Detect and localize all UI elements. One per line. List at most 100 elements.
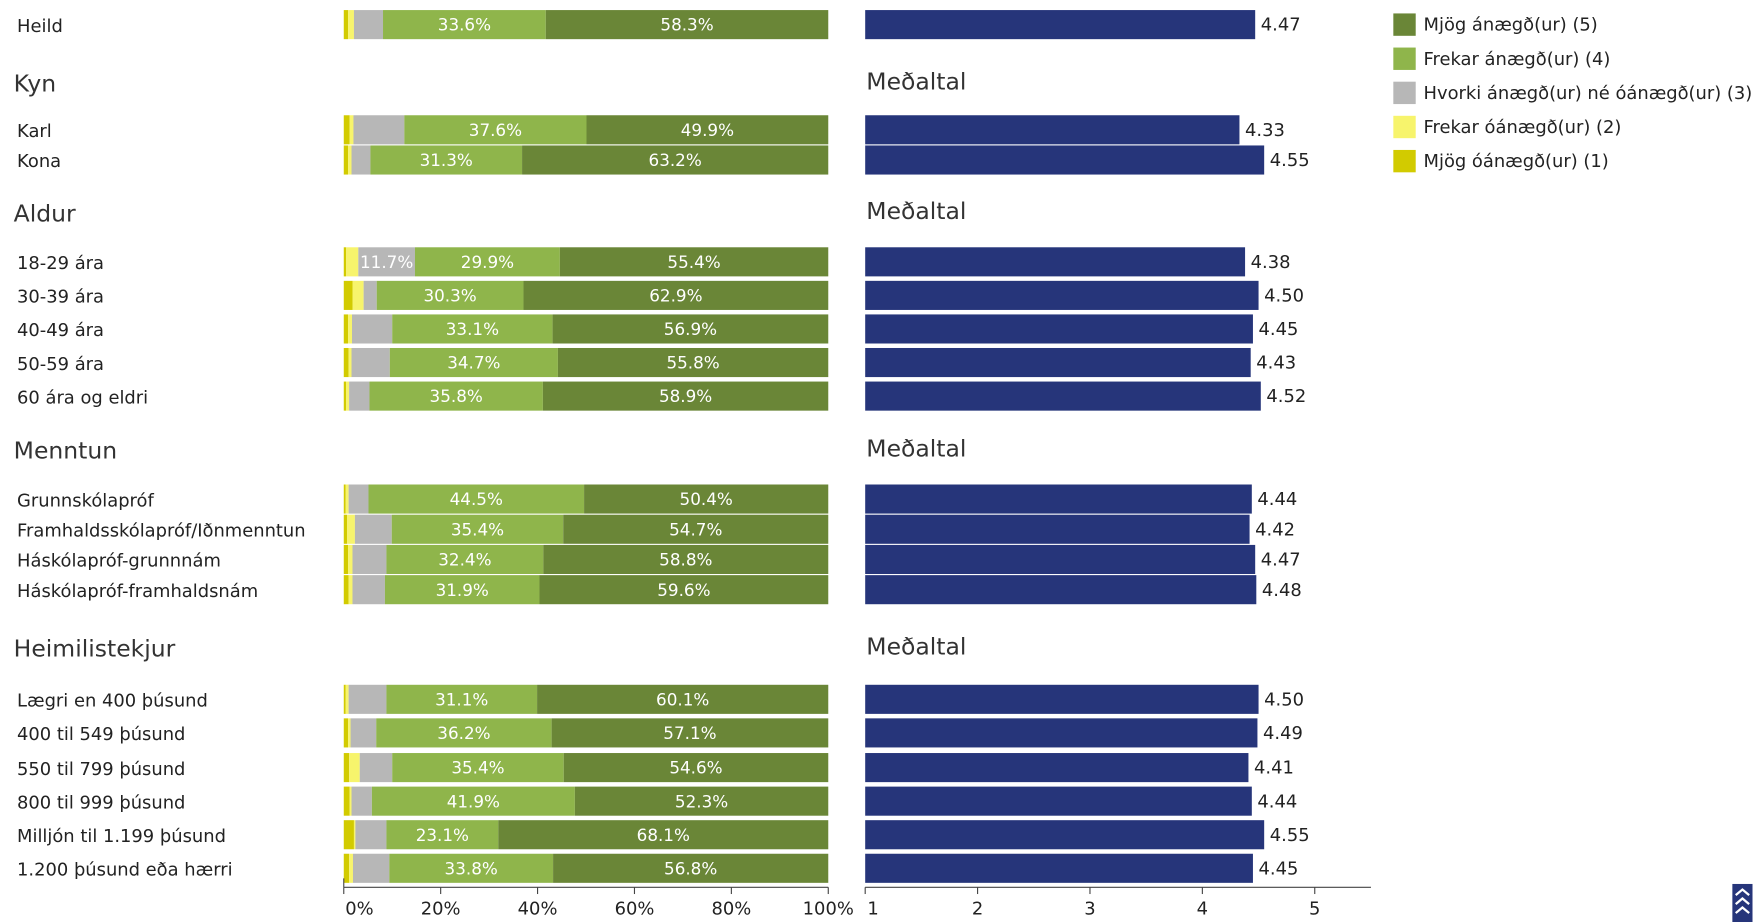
bar-segment xyxy=(352,280,364,310)
x-tick-label: 1 xyxy=(867,899,878,920)
bar-segment xyxy=(343,853,350,883)
mean-bar xyxy=(865,484,1252,514)
bar-segment xyxy=(404,115,587,145)
mean-label: 4.44 xyxy=(1257,489,1297,510)
row-label: Háskólapróf-grunnnám xyxy=(17,551,221,572)
row-label: 50-59 ára xyxy=(17,354,104,375)
bar-segment xyxy=(343,115,350,145)
segment-label: 59.6% xyxy=(657,580,710,600)
bar-segment xyxy=(343,484,346,514)
segment-label: 44.5% xyxy=(450,489,503,509)
mean-label: 4.49 xyxy=(1263,723,1303,744)
row-label: 18-29 ára xyxy=(17,253,104,274)
bar-segment xyxy=(343,786,350,816)
bar-segment xyxy=(348,684,387,714)
mean-label: 4.47 xyxy=(1261,15,1301,36)
bar-segment xyxy=(348,484,369,514)
bar-segment xyxy=(345,684,349,714)
bar-segment xyxy=(359,753,393,783)
segment-label: 37.6% xyxy=(469,120,522,140)
bar-segment xyxy=(348,347,352,378)
bar-segment xyxy=(348,145,352,175)
group-title: Menntun xyxy=(14,437,117,465)
row-label: 1.200 þúsund eða hærri xyxy=(17,860,233,881)
segment-label: 56.8% xyxy=(664,858,717,878)
bar-segment xyxy=(376,718,552,748)
segment-label: 30.3% xyxy=(423,286,476,306)
bar-segment xyxy=(386,544,544,575)
mean-bar xyxy=(865,381,1261,411)
mean-label: 4.43 xyxy=(1256,353,1296,374)
segment-label: 33.6% xyxy=(438,15,491,35)
bar-segment xyxy=(352,544,387,575)
row-label: 40-49 ára xyxy=(17,320,104,341)
mean-bar xyxy=(865,786,1252,816)
mean-label: 4.55 xyxy=(1270,825,1310,846)
group-title: Heimilistekjur xyxy=(14,635,176,663)
bar-segment xyxy=(351,145,371,175)
segment-label: 58.8% xyxy=(659,550,712,570)
bar-segment xyxy=(348,575,353,605)
mean-label: 4.42 xyxy=(1255,519,1295,540)
bar-segment xyxy=(543,544,829,575)
legend-label: Frekar óánægð(ur) (2) xyxy=(1424,117,1622,138)
bar-segment xyxy=(349,381,370,411)
mean-bar xyxy=(865,514,1250,544)
mean-bar xyxy=(865,314,1253,344)
legend-swatch xyxy=(1393,47,1416,70)
x-tick-label: 2 xyxy=(972,899,983,920)
bar-segment xyxy=(371,786,575,816)
bar-segment xyxy=(545,10,829,40)
mean-label: 4.50 xyxy=(1264,286,1304,307)
mean-label: 4.44 xyxy=(1257,791,1297,812)
bar-segment xyxy=(523,280,829,310)
legend-swatch xyxy=(1393,81,1416,105)
mean-bar xyxy=(865,145,1265,175)
row-label: Karl xyxy=(17,121,52,142)
bar-segment xyxy=(353,820,356,850)
mean-bar xyxy=(865,10,1256,40)
segment-label: 55.8% xyxy=(666,353,719,373)
bar-segment xyxy=(353,10,384,40)
segment-label: 54.7% xyxy=(669,519,722,539)
segment-label: 60.1% xyxy=(656,689,709,709)
mean-label: 4.45 xyxy=(1259,858,1299,879)
bar-segment xyxy=(343,718,349,748)
bar-segment xyxy=(553,853,829,883)
legend-label: Hvorki ánægð(ur) né óánægð(ur) (3) xyxy=(1424,83,1753,104)
segment-label: 31.9% xyxy=(436,580,489,600)
legend-swatch xyxy=(1393,13,1416,36)
row-label: 800 til 999 þúsund xyxy=(17,792,185,813)
bar-segment xyxy=(346,381,350,411)
segment-label: 63.2% xyxy=(649,150,702,170)
bar-segment xyxy=(346,247,359,277)
legend-label: Frekar ánægð(ur) (4) xyxy=(1424,49,1611,70)
x-tick-label: 3 xyxy=(1084,899,1095,920)
segment-label: 41.9% xyxy=(447,791,500,811)
mean-bar xyxy=(865,575,1257,605)
bar-segment xyxy=(352,575,385,605)
x-tick-label: 40% xyxy=(518,899,558,920)
mean-label: 4.48 xyxy=(1262,580,1302,601)
bar-segment xyxy=(343,684,346,714)
bar-segment xyxy=(343,514,348,544)
bar-segment xyxy=(343,247,347,277)
segment-label: 31.1% xyxy=(435,689,488,709)
bar-segment xyxy=(348,10,354,40)
bar-segment xyxy=(542,381,829,411)
bar-segment xyxy=(386,820,499,850)
bar-segment xyxy=(351,347,390,378)
mean-label: 4.55 xyxy=(1270,150,1310,171)
bar-segment xyxy=(347,514,355,544)
mean-title: Meðaltal xyxy=(866,67,966,95)
mean-label: 4.33 xyxy=(1245,120,1285,141)
legend-label: Mjög óánægð(ur) (1) xyxy=(1424,151,1609,172)
x-tick-label: 4 xyxy=(1197,899,1208,920)
bar-segment xyxy=(358,247,415,277)
mean-bar xyxy=(865,347,1251,378)
bar-segment xyxy=(352,314,393,344)
segment-label: 62.9% xyxy=(649,286,702,306)
bar-segment xyxy=(343,820,354,850)
bar-segment xyxy=(552,314,829,344)
segment-label: 58.3% xyxy=(660,15,713,35)
